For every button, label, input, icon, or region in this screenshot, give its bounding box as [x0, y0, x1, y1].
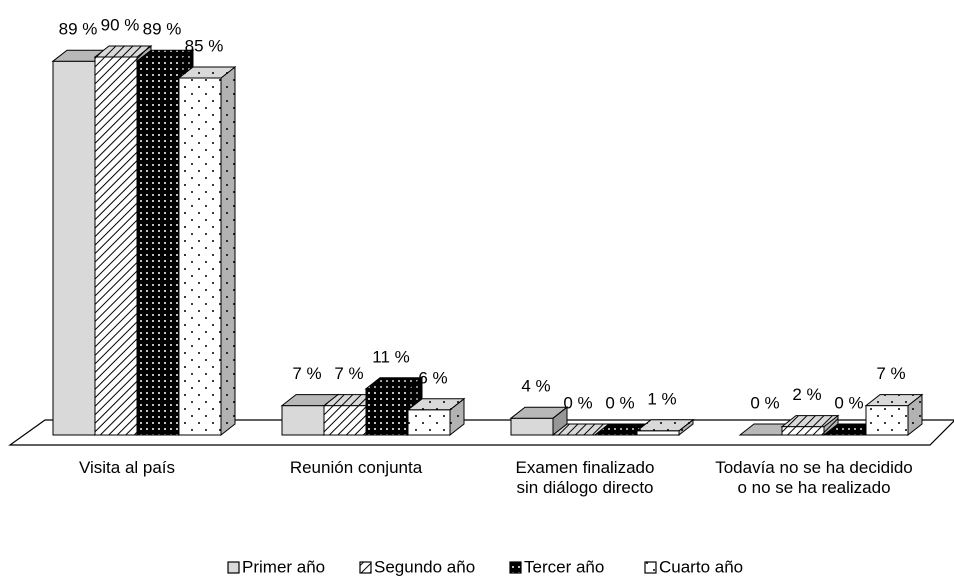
x-tick-label: Todavía no se ha decidido o no se ha rea…: [715, 458, 913, 497]
legend-label: Tercer año: [524, 557, 604, 576]
bar-top: [509, 406, 569, 419]
data-label: 0 %: [750, 393, 779, 412]
bar-top-shade: [553, 424, 609, 435]
bar-top: [635, 419, 695, 432]
bar-top-shade: [95, 46, 151, 57]
bar-side-shade: [553, 407, 567, 435]
bar-pattern: [781, 426, 825, 436]
bar-pattern: [136, 60, 180, 436]
data-label: 11 %: [372, 347, 410, 366]
data-label: 4 %: [521, 377, 550, 396]
bar-top-shade: [179, 67, 235, 78]
bar-side-shade: [221, 67, 235, 435]
bar-pattern: [407, 409, 451, 436]
legend-swatch: [644, 561, 657, 574]
bar-top: [364, 377, 424, 390]
data-label: 0 %: [605, 393, 634, 412]
bar-top-shade: [866, 394, 922, 406]
data-label: 6 %: [418, 368, 447, 387]
bar-top-shade: [408, 398, 464, 410]
bar-top: [135, 49, 195, 62]
bar-pattern: [865, 405, 909, 436]
bar-top: [93, 45, 153, 58]
data-label: 1 %: [647, 389, 676, 408]
bar-side-shade: [908, 394, 922, 435]
bar-pattern: [365, 388, 409, 436]
bar-top: [864, 394, 924, 407]
data-label: 0 %: [834, 393, 863, 412]
legend-label: Segundo año: [374, 557, 475, 576]
legend-label: Primer año: [242, 557, 325, 576]
bar-pattern: [636, 430, 680, 436]
x-tick-label: Reunión conjunta: [289, 458, 423, 477]
legend-label: Cuarto año: [659, 557, 743, 576]
bar: [52, 60, 96, 436]
data-label: 90 %: [101, 15, 140, 34]
data-label: 7 %: [876, 364, 905, 383]
legend-swatch: [227, 561, 240, 574]
x-tick-label: Examen finalizado sin diálogo directo: [515, 458, 655, 497]
bar-side-shade: [679, 419, 693, 435]
floor: [8, 419, 954, 446]
data-label: 89 %: [143, 20, 182, 39]
bar-top-shade: [137, 50, 193, 62]
bar-top: [780, 415, 840, 428]
bar-top-shade: [637, 419, 693, 431]
legend-swatch: [359, 561, 372, 574]
bar-side-shade: [450, 398, 464, 435]
bar-top: [177, 66, 237, 79]
bar-top-shade: [366, 377, 422, 389]
data-label: 0 %: [563, 393, 592, 412]
bar-pattern: [94, 56, 138, 436]
data-label: 85 %: [185, 36, 224, 55]
x-tick-label: Visita al país: [78, 458, 176, 477]
data-label: 89 %: [59, 20, 98, 39]
bar-top-shade: [282, 394, 338, 406]
data-label: 2 %: [792, 385, 821, 404]
bar-top-shade: [782, 415, 838, 427]
data-label: 7 %: [334, 364, 363, 383]
bar-top-shade: [511, 407, 567, 419]
bar-side-shade: [824, 415, 838, 435]
bar-pattern: [323, 405, 367, 436]
bar: [510, 417, 554, 436]
data-label: 7 %: [292, 364, 321, 383]
bar: [281, 405, 325, 436]
bar-pattern: [178, 77, 222, 436]
legend-swatch: [509, 561, 522, 574]
bar-top: [406, 398, 466, 411]
